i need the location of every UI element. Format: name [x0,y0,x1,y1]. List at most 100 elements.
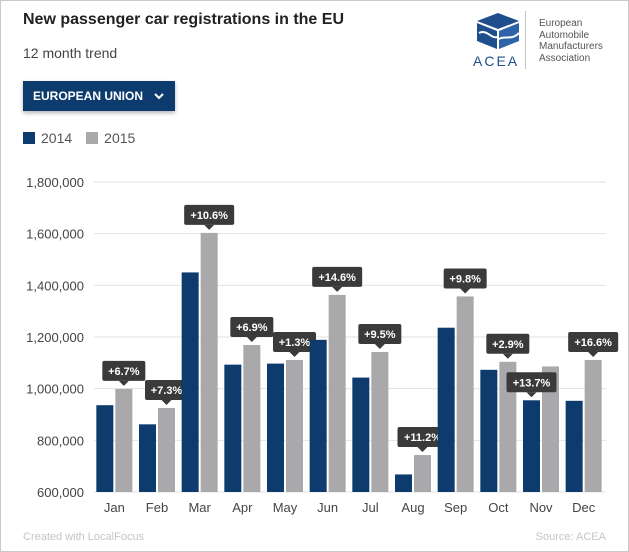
bar-2015 [499,361,517,492]
change-label-box [184,204,235,225]
change-label: +6.9% [230,317,274,343]
acea-logo-text: European Automobile Manufacturers Associ… [539,18,619,64]
x-tick-label: Jul [362,500,379,515]
change-label-text: +9.8% [449,273,481,285]
change-label-box [443,268,487,289]
change-label-text: +16.6% [574,337,612,349]
change-label-pointer [502,353,513,359]
change-label-text: +6.9% [236,322,268,334]
change-label-pointer [332,286,343,292]
acea-logo-word: ACEA [473,53,520,69]
legend-label-2015: 2015 [104,130,136,146]
change-label-text: +13.7% [513,377,551,389]
change-label-pointer [118,380,129,386]
x-tick-label: Oct [488,500,509,515]
legend-swatch-2015 [86,132,99,144]
y-tick-label: 1,000,000 [26,382,84,397]
change-label: +13.7% [506,372,557,398]
change-label-box [506,372,557,393]
logo-divider [525,11,526,69]
change-label-text: +10.6% [190,210,228,222]
change-label-box [397,427,448,448]
logo-line-2: Automobile [539,29,590,41]
y-tick-label: 1,800,000 [26,175,84,190]
change-label-box [102,360,146,381]
change-label: +11.2% [397,427,448,453]
change-label-text: +14.6% [318,272,356,284]
change-label-pointer [246,337,257,343]
change-label-pointer [204,224,215,230]
change-label-text: +1.3% [279,337,311,349]
y-tick-label: 1,200,000 [26,330,84,345]
bar-2014 [437,327,455,492]
x-tick-label: Sep [444,500,467,515]
change-label: +9.8% [443,268,487,294]
change-label-text: +6.7% [108,366,140,378]
bar-2015 [584,359,602,492]
bar-2015 [328,294,346,492]
change-label-box [273,331,316,352]
change-label: +2.9% [486,333,530,359]
bar-2014 [267,363,284,492]
chart-legend: 2014 2015 [23,130,149,146]
change-label-box [358,323,402,344]
acea-cube-icon [477,13,520,49]
change-label-pointer [417,447,428,453]
bar-2015 [542,366,559,492]
logo-line-1: European [539,18,583,29]
x-tick-label: Jan [104,500,125,515]
y-tick-label: 600,000 [37,485,84,500]
legend-item-2015[interactable]: 2015 [86,130,135,146]
footer-source: Source: ACEA [535,531,606,543]
bar-2015 [286,359,303,492]
bar-2015 [371,351,389,492]
bar-2015 [115,388,133,492]
x-tick-label: May [273,500,298,515]
change-label-box [145,380,188,401]
legend-item-2014[interactable]: 2014 [23,130,72,146]
logo-line-4: Association [539,52,591,64]
y-tick-label: 1,600,000 [26,227,84,242]
region-dropdown[interactable]: EUROPEAN UNION [23,81,175,111]
bar-2014 [309,339,327,492]
change-label-box [312,266,363,287]
x-tick-label: Nov [529,500,553,515]
bar-2015 [243,345,261,492]
logo-line-3: Manufacturers [539,41,603,52]
change-label: +14.6% [312,266,363,292]
bar-2014 [224,364,242,492]
change-label-text: +7.3% [151,385,183,397]
x-tick-label: Apr [232,500,253,515]
x-tick-label: Aug [401,500,424,515]
bar-2014 [395,474,412,492]
x-tick-label: Jun [317,500,338,515]
acea-logo: ACEA European Automobile Manufacturers A… [467,9,617,71]
change-label-pointer [289,351,300,357]
bar-2014 [480,369,498,492]
chart-title: New passenger car registrations in the E… [23,11,344,28]
chart-subtitle: 12 month trend [23,45,118,61]
bar-2014 [139,424,156,492]
bar-2014 [96,405,114,492]
change-label: +16.6% [568,331,619,357]
bar-2015 [158,408,175,492]
region-dropdown-label: EUROPEAN UNION [33,89,144,103]
y-tick-label: 800,000 [37,433,84,448]
change-label-text: +2.9% [492,339,524,351]
bar-2014 [352,377,370,492]
y-tick-label: 1,400,000 [26,278,84,293]
bar-2015 [414,455,431,492]
bar-2014 [565,400,583,492]
change-label-pointer [588,351,599,357]
change-label: +6.7% [102,360,146,386]
x-tick-label: Dec [572,500,596,515]
change-label-pointer [161,400,172,406]
bar-2014 [181,272,199,492]
legend-label-2014: 2014 [41,130,73,146]
change-label-pointer [460,288,471,294]
change-label-pointer [374,343,385,349]
change-label: +10.6% [184,204,235,230]
change-label-pointer [526,392,537,398]
x-tick-label: Mar [188,500,211,515]
